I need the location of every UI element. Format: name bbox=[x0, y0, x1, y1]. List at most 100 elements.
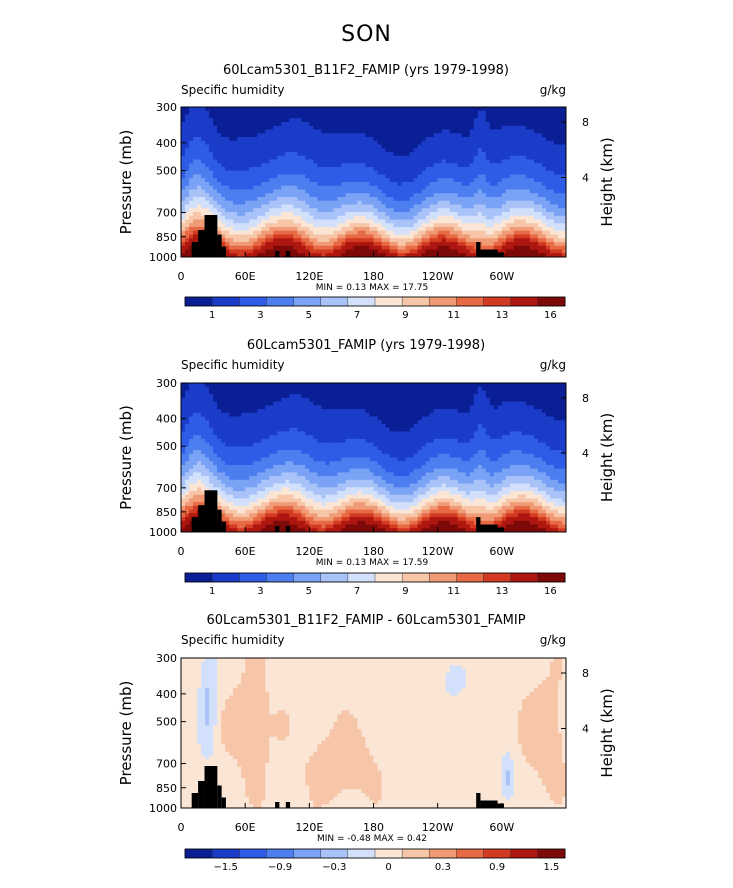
field-cell bbox=[557, 227, 563, 232]
field-cell bbox=[385, 193, 391, 198]
field-cell bbox=[485, 167, 491, 172]
field-cell bbox=[401, 118, 407, 123]
field-cell bbox=[269, 394, 274, 399]
field-cell bbox=[345, 107, 351, 112]
field-cell bbox=[217, 204, 222, 209]
field-cell bbox=[373, 170, 379, 176]
field-cell bbox=[329, 114, 334, 119]
field-cell bbox=[277, 122, 282, 127]
field-cell bbox=[321, 238, 326, 243]
field-cell bbox=[533, 212, 539, 217]
field-cell bbox=[205, 125, 210, 131]
field-cell bbox=[285, 390, 290, 395]
field-cell bbox=[457, 223, 463, 228]
field-cell bbox=[265, 178, 270, 183]
field-cell bbox=[457, 245, 463, 251]
field-cell bbox=[509, 208, 515, 213]
field-cell bbox=[349, 148, 355, 153]
field-cell bbox=[505, 223, 511, 228]
field-cell bbox=[205, 383, 210, 388]
field-cell bbox=[313, 390, 318, 395]
field-cell bbox=[561, 189, 566, 194]
field-cell bbox=[341, 394, 347, 399]
field-cell bbox=[549, 167, 555, 172]
field-cell bbox=[349, 390, 355, 395]
field-cell bbox=[389, 140, 395, 146]
field-cell bbox=[389, 122, 395, 127]
field-cell bbox=[485, 144, 491, 149]
field-cell bbox=[241, 107, 246, 112]
field-cell bbox=[357, 238, 363, 243]
field-cell bbox=[393, 107, 399, 112]
field-cell bbox=[261, 178, 266, 183]
field-cell bbox=[489, 110, 495, 116]
field-cell bbox=[265, 230, 270, 236]
field-cell bbox=[409, 129, 415, 134]
field-cell bbox=[185, 401, 190, 406]
field-cell bbox=[481, 212, 487, 217]
field-cell bbox=[193, 397, 198, 403]
field-cell bbox=[517, 245, 523, 251]
field-cell bbox=[345, 405, 351, 410]
field-cell bbox=[473, 133, 479, 138]
field-cell bbox=[333, 390, 339, 395]
field-cell bbox=[413, 208, 419, 213]
field-cell bbox=[305, 178, 310, 183]
field-cell bbox=[225, 390, 230, 395]
field-cell bbox=[257, 163, 262, 168]
field-cell bbox=[397, 129, 403, 134]
field-cell bbox=[481, 383, 487, 388]
field-cell bbox=[401, 383, 407, 388]
field-cell bbox=[457, 420, 463, 425]
field-cell bbox=[425, 409, 431, 414]
field-cell bbox=[245, 397, 250, 403]
field-cell bbox=[509, 245, 515, 251]
field-cell bbox=[413, 133, 419, 138]
field-cell bbox=[369, 110, 375, 116]
field-cell bbox=[301, 163, 306, 168]
field-cell bbox=[353, 204, 359, 209]
field-cell bbox=[249, 125, 254, 131]
field-cell bbox=[321, 405, 326, 410]
field-cell bbox=[389, 114, 395, 119]
field-cell bbox=[485, 133, 491, 138]
field-cell bbox=[253, 133, 258, 138]
field-cell bbox=[189, 182, 194, 187]
field-cell bbox=[233, 140, 238, 146]
field-cell bbox=[441, 234, 447, 239]
field-cell bbox=[469, 212, 475, 217]
field-cell bbox=[229, 144, 234, 149]
field-cell bbox=[433, 394, 439, 399]
field-cell bbox=[365, 122, 371, 127]
field-cell bbox=[229, 386, 234, 392]
field-cell bbox=[541, 144, 547, 149]
field-cell bbox=[505, 409, 511, 414]
field-cell bbox=[197, 383, 202, 388]
field-cell bbox=[185, 394, 190, 399]
field-cell bbox=[201, 114, 206, 119]
field-cell bbox=[337, 140, 343, 146]
field-cell bbox=[249, 152, 254, 157]
field-cell bbox=[181, 200, 186, 206]
colorbar-label: 3 bbox=[257, 310, 263, 321]
field-cell bbox=[441, 174, 447, 179]
field-cell bbox=[453, 197, 459, 202]
field-cell bbox=[257, 219, 262, 224]
field-cell bbox=[381, 416, 387, 421]
field-cell bbox=[233, 148, 238, 153]
field-cell bbox=[497, 114, 503, 119]
field-cell bbox=[529, 118, 535, 123]
field-cell bbox=[341, 401, 347, 406]
field-cell bbox=[417, 394, 423, 399]
field-cell bbox=[369, 159, 375, 164]
field-cell bbox=[429, 125, 435, 131]
field-cell bbox=[385, 238, 391, 243]
field-cell bbox=[313, 148, 318, 153]
field-cell bbox=[257, 412, 262, 418]
field-cell bbox=[309, 152, 314, 157]
field-cell bbox=[377, 215, 383, 221]
field-cell bbox=[521, 170, 527, 176]
field-cell bbox=[341, 167, 347, 172]
field-cell bbox=[409, 230, 415, 236]
field-cell bbox=[305, 118, 310, 123]
